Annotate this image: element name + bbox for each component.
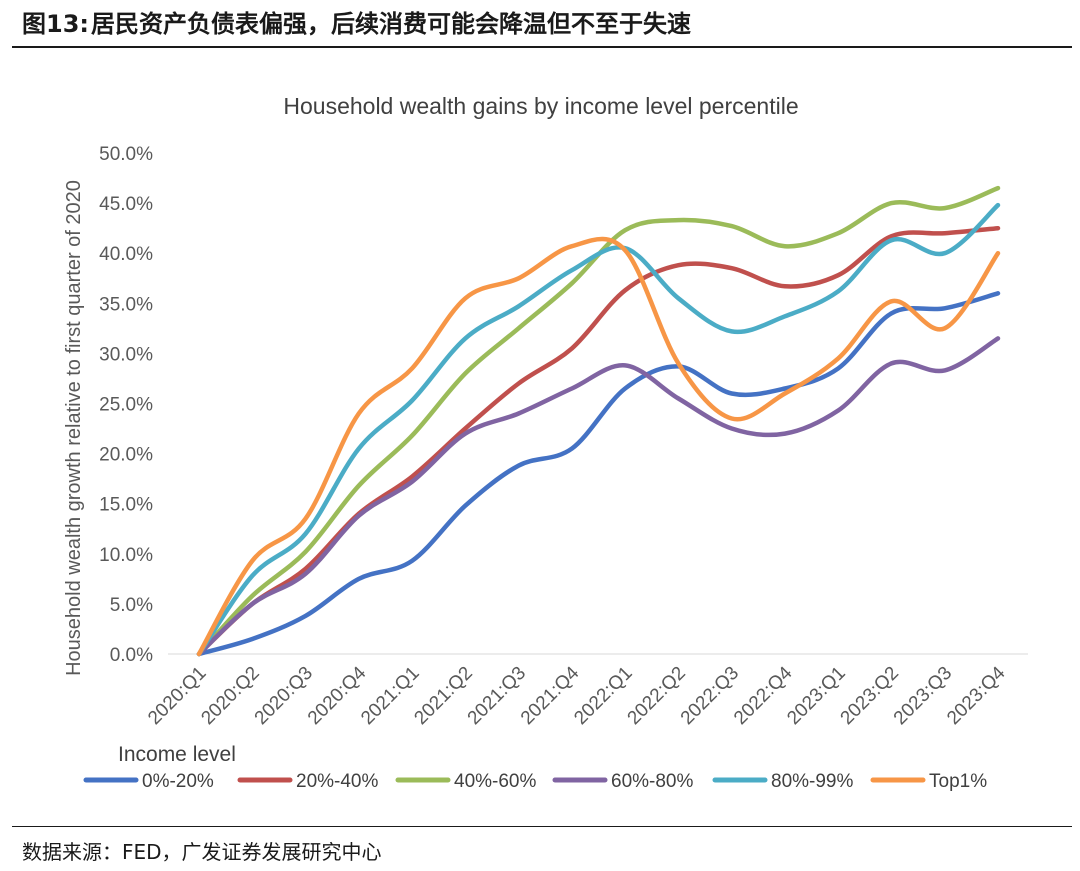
chart-title: Household wealth gains by income level p… — [283, 93, 798, 119]
legend-label: 0%-20% — [142, 771, 214, 792]
series-line-top1- — [196, 236, 1001, 657]
figure-label: 图13: — [22, 10, 89, 38]
series-line-0-20- — [196, 291, 1001, 657]
x-tick-label: 2020:Q1 — [144, 663, 210, 729]
legend: 0%-20% 20%-40% 40%-60% 60%-80% 80%-99% Top1% — [83, 771, 987, 792]
x-tick-label: 2020:Q3 — [251, 663, 317, 729]
legend-title: Income level — [118, 743, 236, 766]
footer-rule — [12, 826, 1072, 827]
y-axis-ticks: 0.0% 5.0% 10.0% 15.0% 20.0% 25.0% 30.0% 35.0% 40… — [99, 144, 153, 666]
y-tick-label: 35.0% — [99, 294, 153, 315]
x-tick-label: 2022:Q4 — [730, 662, 797, 729]
x-tick-label: 2020:Q4 — [304, 662, 371, 729]
y-tick-label: 40.0% — [99, 244, 153, 265]
legend-label: Top1% — [929, 771, 987, 792]
x-tick-label: 2021:Q3 — [464, 663, 530, 729]
figure-header: 图13:居民资产负债表偏强，后续消费可能会降温但不至于失速 — [22, 4, 1072, 44]
x-tick-label: 2022:Q2 — [624, 663, 690, 729]
y-tick-label: 45.0% — [99, 194, 153, 215]
y-tick-label: 50.0% — [99, 144, 153, 165]
legend-label: 60%-80% — [611, 771, 693, 792]
figure-source: 数据来源：FED，广发证券发展研究中心 — [22, 840, 382, 864]
series-line-80-99- — [196, 202, 1001, 657]
y-tick-label: 10.0% — [99, 545, 153, 566]
x-tick-label: 2022:Q3 — [677, 663, 743, 729]
y-tick-label: 20.0% — [99, 445, 153, 466]
header-rule — [12, 46, 1072, 48]
x-tick-label: 2021:Q1 — [357, 663, 423, 729]
y-tick-label: 25.0% — [99, 395, 153, 416]
legend-label: 80%-99% — [771, 771, 853, 792]
x-tick-label: 2021:Q2 — [410, 663, 476, 729]
y-tick-label: 30.0% — [99, 344, 153, 365]
series-line-60-80- — [196, 336, 1001, 657]
x-tick-label: 2023:Q4 — [943, 662, 1010, 729]
y-tick-label: 0.0% — [110, 645, 153, 666]
x-tick-label: 2021:Q4 — [517, 662, 584, 729]
legend-label: 40%-60% — [454, 771, 536, 792]
series-lines — [196, 185, 1001, 657]
x-tick-label: 2020:Q2 — [197, 663, 263, 729]
y-axis-label: Household wealth growth relative to firs… — [63, 180, 85, 676]
x-tick-label: 2023:Q3 — [890, 663, 956, 729]
series-line-20-40- — [196, 225, 1001, 657]
x-tick-label: 2023:Q1 — [783, 663, 849, 729]
x-tick-label: 2022:Q1 — [570, 663, 636, 729]
legend-label: 20%-40% — [296, 771, 378, 792]
y-tick-label: 15.0% — [99, 495, 153, 516]
x-axis-ticks: 2020:Q12020:Q22020:Q32020:Q42021:Q12021:… — [144, 662, 1010, 729]
y-tick-label: 5.0% — [110, 595, 153, 616]
x-tick-label: 2023:Q2 — [837, 663, 903, 729]
series-line-40-60- — [196, 185, 1001, 657]
figure-caption: 居民资产负债表偏强，后续消费可能会降温但不至于失速 — [91, 10, 691, 38]
